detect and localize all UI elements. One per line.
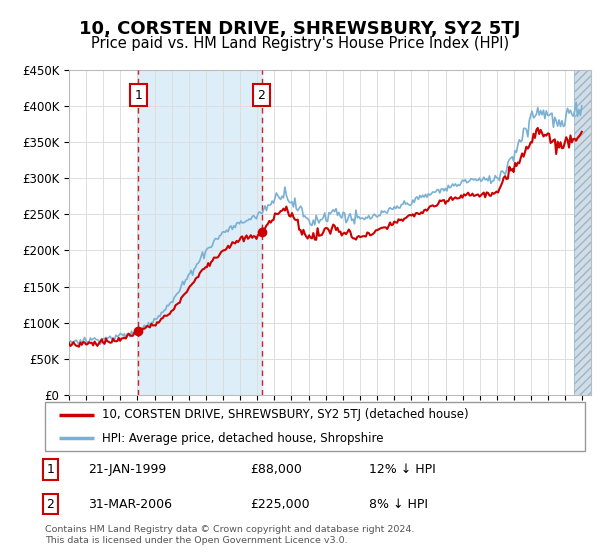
Text: 21-JAN-1999: 21-JAN-1999 [88,463,166,476]
Text: 10, CORSTEN DRIVE, SHREWSBURY, SY2 5TJ: 10, CORSTEN DRIVE, SHREWSBURY, SY2 5TJ [79,20,521,38]
FancyBboxPatch shape [45,402,585,451]
Text: £225,000: £225,000 [250,498,310,511]
Text: 8% ↓ HPI: 8% ↓ HPI [369,498,428,511]
Text: 10, CORSTEN DRIVE, SHREWSBURY, SY2 5TJ (detached house): 10, CORSTEN DRIVE, SHREWSBURY, SY2 5TJ (… [101,408,469,421]
Text: 1: 1 [134,89,142,102]
Text: 2: 2 [46,498,55,511]
Text: 31-MAR-2006: 31-MAR-2006 [88,498,172,511]
Text: HPI: Average price, detached house, Shropshire: HPI: Average price, detached house, Shro… [101,432,383,445]
Text: £88,000: £88,000 [250,463,302,476]
Bar [574,70,591,395]
Text: Price paid vs. HM Land Registry's House Price Index (HPI): Price paid vs. HM Land Registry's House … [91,36,509,52]
Text: This data is licensed under the Open Government Licence v3.0.: This data is licensed under the Open Gov… [45,536,347,545]
Text: 2: 2 [257,89,265,102]
Bar [139,70,262,395]
Text: Contains HM Land Registry data © Crown copyright and database right 2024.: Contains HM Land Registry data © Crown c… [45,525,415,534]
Text: 1: 1 [46,463,55,476]
Bar [574,70,591,395]
Text: 12% ↓ HPI: 12% ↓ HPI [369,463,436,476]
